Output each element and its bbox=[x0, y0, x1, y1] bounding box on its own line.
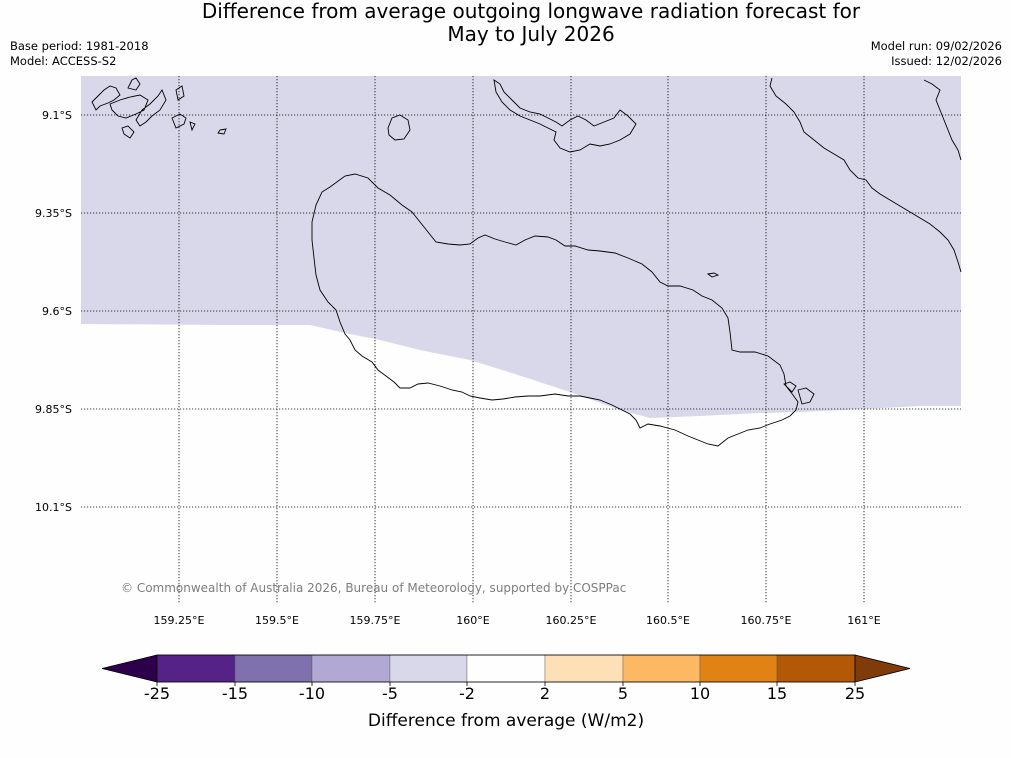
lon-label: 159.25°E bbox=[154, 614, 205, 627]
colorbar-tick-label: -5 bbox=[382, 684, 398, 703]
colorbar-segment bbox=[776, 654, 856, 683]
lat-label: 9.6°S bbox=[42, 305, 72, 318]
lat-label: 9.1°S bbox=[42, 109, 72, 122]
colorbar-segment bbox=[234, 654, 313, 683]
coastline-marau-islets bbox=[783, 381, 815, 405]
colorbar-segment bbox=[622, 654, 701, 683]
lat-label: 10.1°S bbox=[35, 501, 72, 514]
longitude-labels: 159.25°E 159.5°E 159.75°E 160°E 160.25°E 160.… bbox=[154, 614, 881, 627]
coastline-florida-islands bbox=[493, 79, 637, 153]
coastline-islands-northwest bbox=[91, 77, 227, 139]
colorbar-tick-label: 15 bbox=[767, 684, 787, 703]
colorbar: -25 -15 -10 -5 -2 2 5 10 15 25 bbox=[101, 654, 911, 703]
lon-label: 160.75°E bbox=[741, 614, 792, 627]
title-line-2: May to July 2026 bbox=[447, 22, 615, 46]
colorbar-label: Difference from average (W/m2) bbox=[368, 711, 644, 731]
anomaly-region-neg5-to-neg2 bbox=[81, 76, 961, 418]
colorbar-tick-label: 5 bbox=[618, 684, 628, 703]
latitude-labels: 9.1°S 9.35°S 9.6°S 9.85°S 10.1°S bbox=[35, 109, 72, 514]
colorbar-tick-label: -25 bbox=[144, 684, 170, 703]
chart-title: Difference from average outgoing longwav… bbox=[0, 0, 1011, 46]
colorbar-extend-high bbox=[854, 654, 911, 683]
lat-label: 9.35°S bbox=[35, 207, 72, 220]
coastline-savo-island bbox=[387, 114, 411, 141]
colorbar-tick-label: 10 bbox=[690, 684, 710, 703]
issued-date: Issued: 12/02/2026 bbox=[891, 54, 1002, 68]
colorbar-extend-low bbox=[101, 654, 158, 683]
colorbar-segment bbox=[699, 654, 778, 683]
coastline-malaita bbox=[769, 77, 962, 273]
colorbar-segment bbox=[389, 654, 468, 683]
colorbar-segment bbox=[156, 654, 236, 683]
model-run: Model run: 09/02/2026 bbox=[870, 39, 1002, 53]
colorbar-segment bbox=[544, 654, 624, 683]
lon-label: 159.5°E bbox=[255, 614, 299, 627]
colorbar-tick-label: 25 bbox=[845, 684, 865, 703]
lon-label: 160°E bbox=[456, 614, 489, 627]
lon-label: 160.5°E bbox=[646, 614, 690, 627]
coastline-guadalcanal bbox=[311, 173, 799, 447]
meta-right: Model run: 09/02/2026 Issued: 12/02/2026 bbox=[871, 39, 1002, 69]
colorbar-segment bbox=[311, 654, 391, 683]
coastline-islet-center bbox=[706, 272, 720, 278]
colorbar-tick-label: 2 bbox=[540, 684, 550, 703]
title-line-1: Difference from average outgoing longwav… bbox=[201, 0, 861, 23]
lon-label: 160.25°E bbox=[546, 614, 597, 627]
gridlines bbox=[81, 76, 961, 604]
colorbar-tick-label: -10 bbox=[299, 684, 325, 703]
colorbar-tick-label: -15 bbox=[222, 684, 248, 703]
model-name: Model: ACCESS-S2 bbox=[10, 54, 117, 68]
base-period: Base period: 1981-2018 bbox=[10, 39, 149, 53]
colorbar-outline bbox=[156, 654, 856, 683]
colorbar-tick-label: -2 bbox=[459, 684, 475, 703]
lat-label: 9.85°S bbox=[35, 403, 72, 416]
lon-label: 159.75°E bbox=[350, 614, 401, 627]
meta-left: Base period: 1981-2018 Model: ACCESS-S2 bbox=[10, 39, 149, 69]
copyright-credit: © Commonwealth of Australia 2026, Bureau… bbox=[121, 581, 626, 595]
lon-label: 161°E bbox=[847, 614, 880, 627]
colorbar-segment bbox=[466, 654, 546, 683]
